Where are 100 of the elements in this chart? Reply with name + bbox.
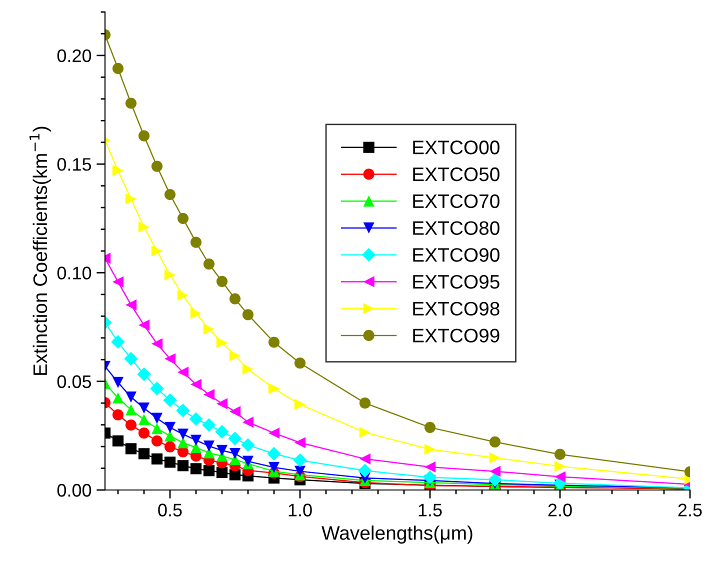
y-tick-label: 0.20 [57,49,92,62]
y-tick-label: 0.10 [57,266,92,280]
point [190,236,202,248]
point [112,62,124,74]
point [164,456,176,468]
point [112,409,124,420]
point [242,364,254,375]
point [229,448,241,460]
legend-label: EXTCO50 [413,167,500,182]
point [138,402,150,414]
point [151,453,163,464]
x-tick-label: 2.5 [678,504,702,516]
point [268,428,280,439]
legend-label: EXTCO95 [413,274,500,289]
legend-label: EXTCO98 [413,302,500,316]
point [294,398,306,410]
point [489,436,501,448]
point [176,404,190,418]
point [124,352,138,366]
point [151,338,163,350]
point [138,222,150,233]
point [267,446,281,461]
point [268,382,280,394]
point [177,460,189,472]
point [359,426,371,438]
point [151,422,163,434]
point [423,470,437,484]
point [150,382,164,396]
point [488,472,502,487]
point [242,416,254,428]
point [177,366,189,378]
point [125,419,137,431]
point [359,398,371,409]
point [125,299,137,310]
point [112,165,124,176]
point [293,453,307,468]
point [554,460,566,472]
point [163,393,177,408]
point [164,269,176,280]
legend-label: EXTCO70 [413,194,500,208]
point [112,435,124,446]
point [216,466,228,478]
point [164,430,176,442]
legend-label: EXTCO80 [413,221,500,235]
y-tick-label: 0.00 [57,484,92,497]
x-tick-label: 1.5 [418,504,442,516]
x-tick-label: 2.0 [548,504,572,516]
point [216,276,228,287]
point [203,465,215,476]
point [190,308,202,319]
point [489,452,501,464]
point [203,389,215,400]
point [203,258,215,270]
point [424,461,436,473]
point [190,442,202,454]
point [164,188,176,200]
point [138,320,150,331]
point [268,462,280,473]
point [229,406,241,418]
point [138,428,150,439]
point [190,378,202,390]
point [294,466,306,477]
point [203,324,215,335]
point [177,212,189,224]
point [216,444,228,456]
point [164,353,176,364]
legend-label: EXTCO99 [413,328,500,342]
point [151,160,163,172]
y-tick-label: 0.05 [57,375,92,388]
point [229,350,241,362]
point [125,193,137,204]
legend-label: EXTCO90 [413,248,500,262]
point [138,414,150,426]
point [216,398,228,410]
point [177,428,189,440]
point [242,309,254,320]
point [138,448,150,460]
y-tick-label: 0.15 [57,158,92,171]
point [164,422,176,433]
point [125,404,137,416]
point [189,412,203,426]
point [111,334,125,349]
point [268,336,280,348]
point [554,448,566,460]
point [125,443,137,454]
point [138,130,150,142]
x-tick-label: 0.5 [158,504,182,516]
point [112,276,124,288]
x-tick-label: 1.0 [288,504,312,516]
point [151,245,163,257]
point [151,412,163,424]
point [190,463,202,474]
point [112,376,124,388]
point [358,464,372,478]
point [228,432,242,446]
point [190,434,202,446]
point [112,392,124,404]
point [177,290,189,301]
point [294,437,306,448]
point [164,441,176,452]
